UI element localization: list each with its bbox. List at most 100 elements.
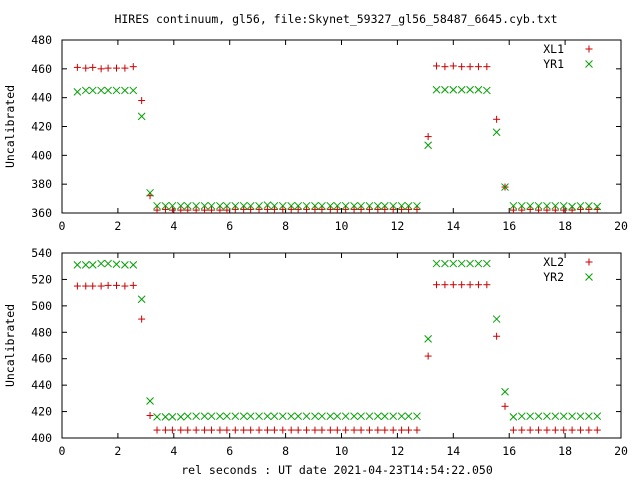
data-point: [449, 62, 457, 70]
data-point: [168, 206, 176, 214]
data-point: [374, 426, 382, 434]
plot-panel-2: 0 2 4 6 8 10 12 14 16 18 20 400 420 440 460 480 500 520 54…: [3, 246, 628, 458]
data-point: [492, 315, 501, 323]
data-point: [534, 412, 543, 421]
data-point: [112, 260, 121, 269]
data-point: [255, 201, 263, 210]
data-point: [568, 206, 576, 214]
x-tick-label: 8: [282, 444, 289, 458]
data-point: [341, 201, 350, 210]
data-point: [192, 426, 200, 434]
y-tick-label: 520: [31, 272, 52, 286]
y-tick-label: 440: [31, 91, 52, 105]
data-point: [97, 282, 105, 290]
plot-panel-1: 0 2 4 6 8 10 12 14 16 18 20 360 380 400 420 440 460 480 Un…: [3, 33, 628, 233]
x-tick-label: 12: [390, 444, 404, 458]
data-point: [247, 205, 255, 213]
data-point: [161, 205, 169, 213]
data-point: [255, 205, 263, 213]
y-tick-label: 400: [31, 148, 52, 162]
legend-label: XL1: [543, 42, 564, 56]
data-point: [568, 412, 576, 421]
legend-label: YR2: [543, 270, 564, 284]
data-point: [517, 412, 526, 421]
data-point: [121, 64, 129, 72]
x-tick-label: 8: [282, 219, 289, 233]
legend-marker: [585, 60, 593, 68]
data-point: [534, 201, 543, 210]
data-point: [176, 201, 185, 210]
data-point: [239, 201, 248, 210]
data-point: [380, 201, 389, 210]
data-point: [441, 85, 449, 94]
data-point: [311, 426, 319, 434]
data-point: [146, 412, 154, 420]
data-point: [168, 201, 177, 210]
data-point: [318, 412, 326, 421]
y-tick-label: 400: [31, 431, 52, 445]
data-point: [97, 65, 105, 73]
data-point: [192, 201, 201, 210]
data-point: [208, 426, 216, 434]
data-point: [535, 426, 543, 434]
data-point: [216, 412, 224, 421]
data-point: [161, 413, 170, 421]
data-point: [223, 426, 231, 434]
data-point: [518, 426, 526, 434]
data-point: [576, 201, 585, 210]
y-tick-label: 420: [31, 120, 52, 134]
data-point: [404, 201, 413, 210]
x-tick-label: 4: [170, 444, 177, 458]
data-point: [458, 281, 466, 289]
data-point: [112, 86, 121, 95]
data-point: [551, 201, 560, 210]
data-point: [270, 426, 278, 434]
data-point: [365, 201, 374, 210]
data-point: [576, 426, 584, 434]
data-point: [129, 261, 138, 269]
data-point: [303, 205, 311, 213]
data-point: [568, 426, 576, 434]
data-point: [560, 426, 568, 434]
x-tick-label: 0: [59, 444, 66, 458]
data-point: [146, 188, 154, 197]
data-point: [240, 426, 248, 434]
x-tick-label: 2: [114, 444, 121, 458]
data-point: [177, 206, 185, 214]
data-point: [413, 412, 421, 421]
data-point: [129, 281, 137, 289]
data-point: [342, 426, 350, 434]
data-point: [509, 206, 517, 214]
data-point: [449, 85, 458, 94]
data-point: [374, 205, 382, 213]
legend-marker: [585, 45, 593, 53]
data-point: [153, 201, 161, 210]
data-point: [526, 205, 534, 213]
data-point: [247, 426, 255, 434]
data-point: [560, 206, 568, 214]
x-tick-label: 2: [114, 219, 121, 233]
legend-marker: [585, 273, 593, 281]
data-point: [397, 201, 406, 210]
data-point: [73, 261, 82, 269]
data-point: [137, 112, 146, 121]
data-point: [432, 259, 441, 268]
data-point: [593, 412, 602, 421]
data-point: [239, 412, 248, 421]
data-point: [279, 426, 287, 434]
data-point: [153, 206, 161, 214]
data-point: [231, 412, 240, 421]
data-point: [240, 205, 248, 213]
data-point: [89, 63, 97, 71]
x-tick-label: 14: [446, 219, 460, 233]
data-point: [192, 412, 201, 421]
data-point: [466, 281, 474, 289]
data-point: [413, 426, 421, 434]
data-point: [501, 387, 509, 396]
data-point: [543, 201, 551, 210]
data-point: [535, 206, 543, 214]
data-point: [389, 412, 398, 421]
data-point: [270, 201, 279, 210]
data-point: [585, 426, 593, 434]
data-point: [350, 426, 358, 434]
